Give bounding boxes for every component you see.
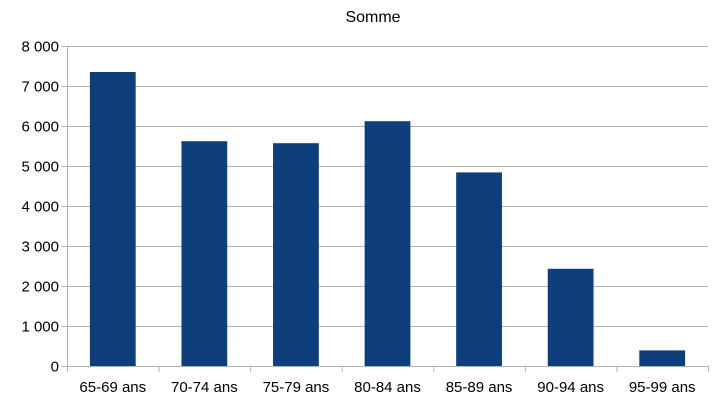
bar-90-94-ans bbox=[547, 268, 594, 366]
x-axis-tick-labels: 65-69 ans 70-74 ans 75-79 ans 80-84 ans 85-8… bbox=[79, 379, 695, 396]
x-tick-label: 90-94 ans bbox=[537, 379, 604, 396]
y-tick-label: 2 000 bbox=[21, 279, 59, 296]
x-tick-label: 70-74 ans bbox=[171, 379, 238, 396]
bar-70-74-ans bbox=[181, 141, 228, 366]
x-tick-label: 65-69 ans bbox=[79, 379, 146, 396]
bar-75-79-ans bbox=[273, 143, 319, 366]
bars bbox=[89, 72, 686, 366]
chart-title: Somme bbox=[345, 9, 400, 26]
y-axis-tick-labels: 0 1 000 2 000 3 000 4 000 5 000 6 000 7 000 8 00… bbox=[21, 39, 59, 376]
y-tick-label: 7 000 bbox=[21, 79, 59, 96]
bar-65-69-ans bbox=[89, 72, 136, 366]
bar-95-99-ans bbox=[639, 350, 686, 366]
x-tick-label: 95-99 ans bbox=[629, 379, 696, 396]
x-tick-label: 85-89 ans bbox=[446, 379, 513, 396]
y-tick-label: 5 000 bbox=[21, 159, 59, 176]
x-tick-label: 75-79 ans bbox=[263, 379, 330, 396]
y-tick-label: 6 000 bbox=[21, 119, 59, 136]
bar-85-89-ans bbox=[456, 172, 502, 366]
x-tick-label: 80-84 ans bbox=[354, 379, 421, 396]
bar-80-84-ans bbox=[364, 121, 411, 366]
axes bbox=[61, 46, 709, 372]
y-tick-label: 8 000 bbox=[21, 39, 59, 56]
y-tick-label: 1 000 bbox=[21, 319, 59, 336]
y-tick-label: 0 bbox=[51, 359, 59, 376]
y-tick-label: 3 000 bbox=[21, 239, 59, 256]
y-tick-label: 4 000 bbox=[21, 199, 59, 216]
